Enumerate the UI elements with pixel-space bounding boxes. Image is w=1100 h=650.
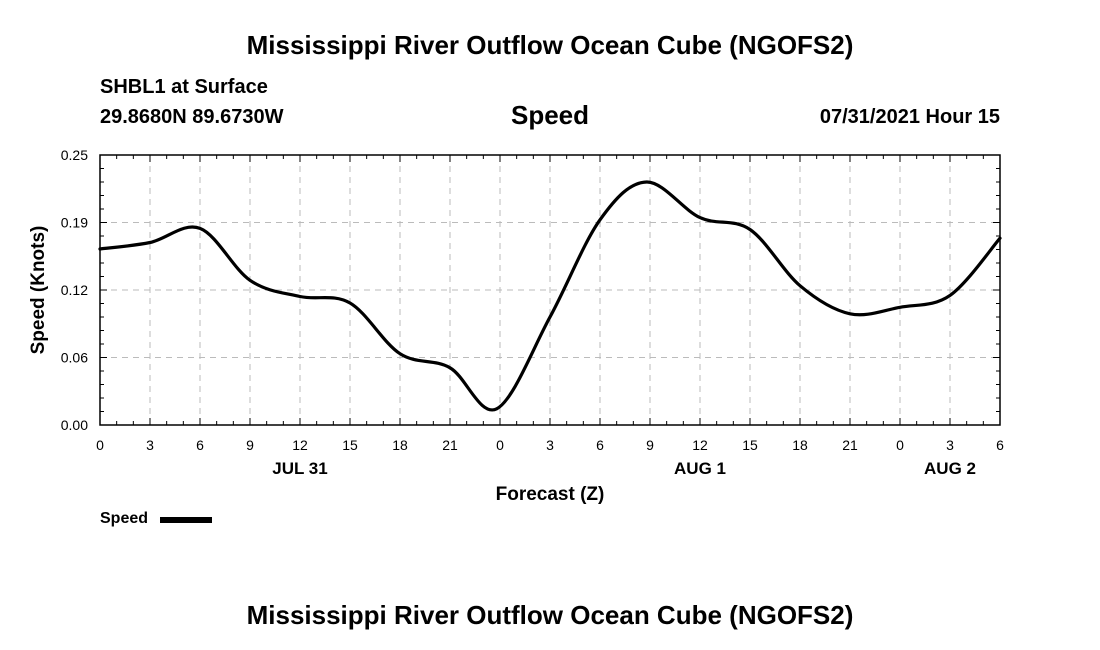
variable-label: Speed: [510, 100, 590, 130]
date-label: JUL 31: [272, 459, 327, 478]
y-axis-label: Speed (Knots): [28, 226, 49, 355]
x-tick-label: 3: [146, 437, 154, 453]
x-tick-label: 21: [842, 437, 858, 453]
legend-swatch: [160, 517, 212, 523]
footer-title: Mississippi River Outflow Ocean Cube (NG…: [246, 600, 854, 630]
x-tick-label: 12: [692, 437, 708, 453]
x-tick-label: 15: [342, 437, 358, 453]
x-tick-label: 15: [742, 437, 758, 453]
y-tick-label: 0.06: [61, 350, 88, 366]
station-label: SHBL1 at Surface: [100, 76, 268, 98]
coordinates-label: 29.8680N 89.6730W: [100, 106, 284, 128]
y-tick-label: 0.25: [61, 147, 88, 163]
y-tick-label: 0.00: [61, 417, 88, 433]
date-label: AUG 1: [674, 459, 726, 478]
x-tick-label: 0: [896, 437, 904, 453]
date-label: AUG 2: [924, 459, 976, 478]
datetime-label: 07/31/2021 Hour 15: [819, 106, 1000, 128]
x-tick-label: 6: [596, 437, 604, 453]
chart-title: Mississippi River Outflow Ocean Cube (NG…: [246, 30, 854, 60]
x-tick-label: 18: [392, 437, 408, 453]
x-tick-label: 0: [96, 437, 104, 453]
x-tick-label: 3: [946, 437, 954, 453]
x-tick-label: 12: [292, 437, 308, 453]
x-tick-label: 6: [996, 437, 1004, 453]
legend-label: Speed: [100, 510, 149, 527]
series-line-speed: [98, 180, 1002, 412]
x-tick-label: 9: [246, 437, 254, 453]
x-tick-label: 18: [792, 437, 808, 453]
x-tick-label: 6: [196, 437, 204, 453]
x-tick-label: 3: [546, 437, 554, 453]
y-tick-label: 0.19: [61, 215, 88, 231]
x-axis-label: Forecast (Z): [496, 484, 605, 505]
y-tick-label: 0.12: [61, 282, 88, 298]
x-tick-label: 0: [496, 437, 504, 453]
x-tick-label: 9: [646, 437, 654, 453]
x-tick-label: 21: [442, 437, 458, 453]
